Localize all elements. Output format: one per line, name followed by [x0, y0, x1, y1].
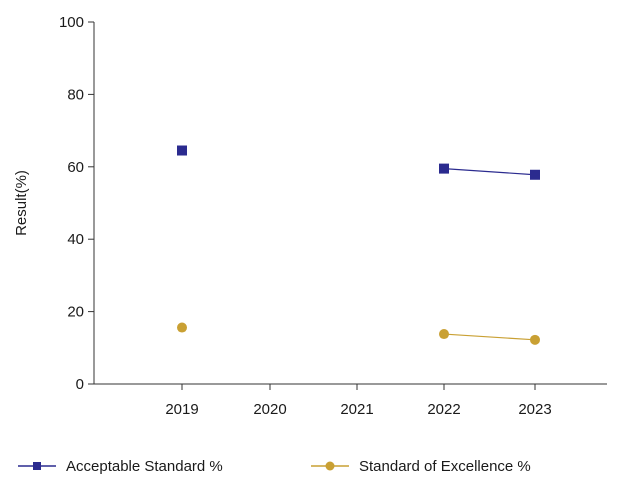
y-tick-label: 80 — [67, 86, 84, 103]
data-point — [177, 145, 187, 156]
series-line-segment — [443, 333, 536, 341]
y-tick-label: 60 — [67, 159, 84, 176]
legend-item-excellence: Standard of Excellence % — [311, 458, 531, 475]
x-axis-ticks: 2019 2020 2021 2022 2023 — [165, 384, 552, 418]
series-layer — [177, 145, 540, 345]
x-tick-label: 2019 — [165, 401, 198, 418]
data-point — [439, 163, 449, 174]
data-point — [177, 322, 187, 333]
y-axis-title: Result(%) — [13, 170, 30, 236]
y-tick-label: 40 — [67, 231, 84, 248]
legend-label-acceptable: Acceptable Standard % — [66, 458, 223, 475]
y-tick-label: 100 — [59, 14, 84, 31]
series-1 — [177, 322, 540, 345]
legend-marker-excellence — [325, 461, 335, 471]
data-point — [530, 334, 540, 345]
x-tick-label: 2023 — [518, 401, 551, 418]
legend-marker-acceptable — [33, 462, 41, 470]
y-tick-label: 20 — [67, 304, 84, 321]
x-tick-label: 2022 — [427, 401, 460, 418]
y-tick-label: 0 — [76, 376, 84, 393]
series-0 — [177, 145, 540, 180]
x-tick-label: 2021 — [340, 401, 373, 418]
data-point — [530, 169, 540, 180]
legend-label-excellence: Standard of Excellence % — [359, 458, 531, 475]
series-line-segment — [443, 168, 536, 176]
y-axis-ticks: 0 20 40 60 80 100 — [59, 14, 94, 393]
legend-item-acceptable: Acceptable Standard % — [18, 458, 223, 475]
legend: Acceptable Standard % Standard of Excell… — [18, 458, 531, 475]
x-tick-label: 2020 — [253, 401, 286, 418]
data-point — [439, 329, 449, 340]
